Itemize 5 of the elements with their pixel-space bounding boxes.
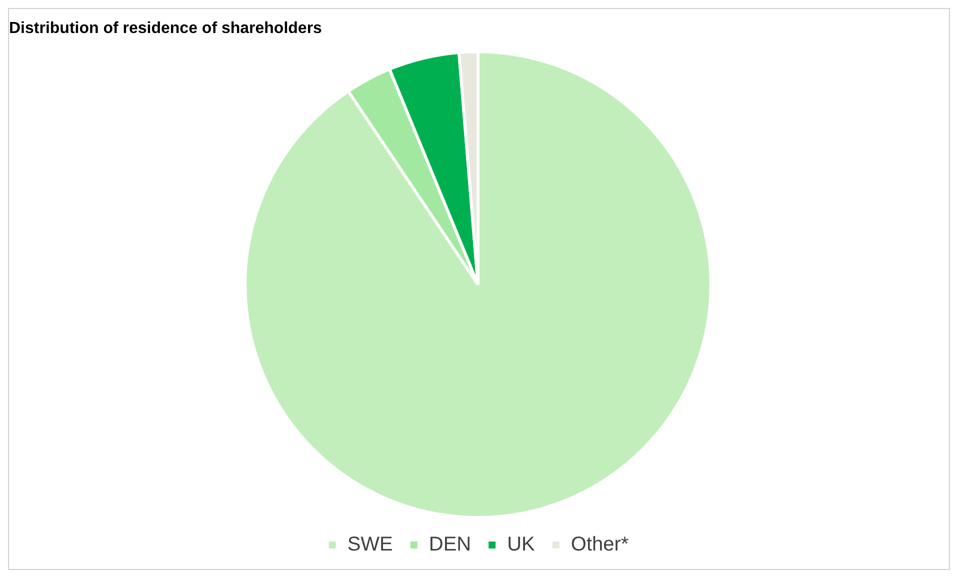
- legend-label: UK: [507, 534, 536, 556]
- legend-label: DEN: [428, 534, 472, 556]
- legend-label: SWE: [347, 534, 393, 556]
- legend-label: Other*: [570, 534, 629, 556]
- chart-title: Distribution of residence of shareholders: [9, 20, 322, 38]
